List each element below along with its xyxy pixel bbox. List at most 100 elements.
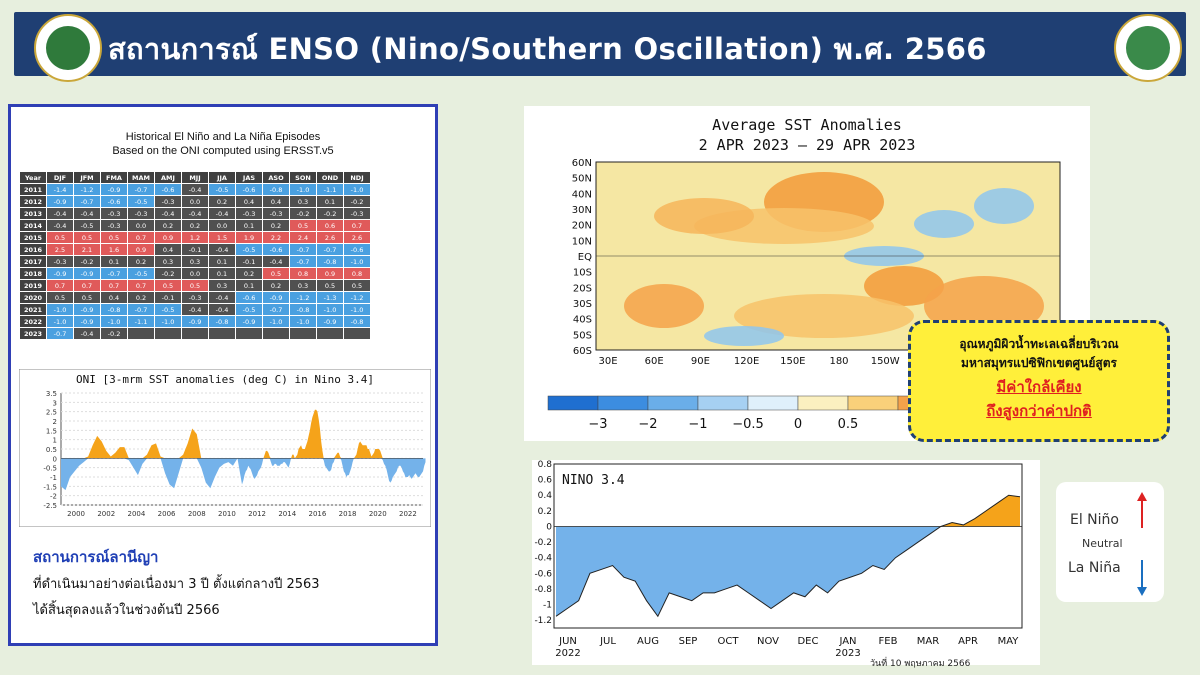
oni-value-cell: 0.0: [208, 219, 236, 232]
nino34-x-tick: APR: [958, 636, 978, 647]
oni-value-cell: -0.8: [208, 315, 236, 328]
oni-y-tick: 3.5: [46, 390, 57, 398]
sst-colorbar-label: −1: [688, 417, 707, 432]
oni-y-tick: 1.5: [46, 427, 57, 435]
oni-value-cell: -0.4: [208, 303, 236, 316]
sst-lat-label: 30S: [573, 299, 592, 310]
oni-warm-area: [61, 409, 426, 459]
oni-value-cell: -0.9: [73, 315, 101, 328]
oni-value-cell: -1.0: [343, 303, 371, 316]
sst-lat-label: 50S: [573, 330, 592, 341]
oni-value-cell: 0.5: [262, 267, 290, 280]
oni-col-header: JFM: [73, 171, 101, 184]
left-panel: Historical El Niño and La Niña Episodes …: [8, 104, 438, 646]
sst-colorbar-swatch: [797, 395, 849, 411]
oni-value-cell: 1.6: [100, 243, 128, 256]
oni-value-cell: 0.6: [316, 219, 344, 232]
oni-value-cell: -0.3: [100, 219, 128, 232]
oni-value-cell: 0.7: [127, 231, 155, 244]
nino34-x-tick: AUG: [637, 636, 659, 647]
oni-value-cell: -0.2: [343, 195, 371, 208]
oni-value-cell: [262, 327, 290, 340]
oni-value-cell: -0.8: [100, 303, 128, 316]
oni-value-cell: 0.1: [316, 195, 344, 208]
oni-value-cell: 0.5: [73, 291, 101, 304]
oni-col-header: SON: [289, 171, 317, 184]
oni-value-cell: -0.4: [262, 255, 290, 268]
oni-header-row: Year DJF JFM FMA MAM AMJ MJJ JJA JAS ASO SON OND NDJ: [19, 171, 371, 184]
sst-lat-label: 20N: [572, 221, 592, 232]
oni-year-cell: 2019: [19, 279, 47, 292]
legend-la-nina: La Niña: [1068, 560, 1121, 576]
oni-x-tick: 2008: [188, 510, 206, 518]
oni-value-cell: -1.0: [316, 303, 344, 316]
sst-lon-label: 30E: [598, 356, 617, 367]
oni-value-cell: -0.5: [208, 183, 236, 196]
oni-value-cell: -1.2: [73, 183, 101, 196]
oni-value-cell: -0.7: [127, 183, 155, 196]
table-row: 2013 -0.4 -0.4 -0.3 -0.3 -0.4 -0.4 -0.4 -0.3 -0.3…: [19, 207, 371, 220]
nino34-y-tick: 0.2: [538, 507, 552, 517]
oni-value-cell: 2.6: [343, 231, 371, 244]
table-row: 2011 -1.4 -1.2 -0.9 -0.7 -0.6 -0.4 -0.5 -0.6 -0.8…: [19, 183, 371, 196]
oni-x-tick: 2004: [128, 510, 146, 518]
oni-value-cell: -0.4: [208, 291, 236, 304]
nino34-warm-area: [556, 495, 1020, 527]
nino34-x-tick: JUN: [558, 636, 577, 647]
ministry-emblem-icon: [1126, 26, 1170, 70]
oni-value-cell: -1.2: [343, 291, 371, 304]
oni-value-cell: -0.9: [181, 315, 209, 328]
tmd-emblem-icon: [46, 26, 90, 70]
oni-year-cell: 2020: [19, 291, 47, 304]
oni-value-cell: 0.3: [289, 279, 317, 292]
oni-col-header: FMA: [100, 171, 128, 184]
oni-value-cell: -0.2: [154, 267, 182, 280]
oni-col-header: NDJ: [343, 171, 371, 184]
table-row: 2022 -1.0 -0.9 -1.0 -1.1 -1.0 -0.9 -0.8 -0.9 -1.0…: [19, 315, 371, 328]
oni-value-cell: -1.0: [154, 315, 182, 328]
title-band: [14, 12, 1186, 76]
oni-year-cell: 2023: [19, 327, 47, 340]
oni-value-cell: -1.0: [100, 315, 128, 328]
oni-y-tick: 0.5: [46, 446, 57, 454]
oni-value-cell: -0.3: [100, 207, 128, 220]
oni-y-tick: -2: [50, 493, 57, 501]
sst-colorbar-swatch: [597, 395, 649, 411]
oni-value-cell: 0.0: [181, 267, 209, 280]
oni-value-cell: 0.1: [235, 219, 263, 232]
oni-value-cell: 0.3: [181, 255, 209, 268]
oni-x-tick: 2022: [399, 510, 417, 518]
nino34-x-tick: NOV: [757, 636, 779, 647]
sst-lat-label: 50N: [572, 174, 592, 185]
oni-value-cell: -1.1: [127, 315, 155, 328]
oni-value-cell: -1.0: [289, 315, 317, 328]
sst-lat-label: EQ: [578, 252, 592, 263]
nino34-y-tick: 0.4: [538, 491, 553, 501]
nino34-x-tick: FEB: [879, 636, 898, 647]
oni-value-cell: -0.7: [73, 195, 101, 208]
nino34-x-tick: JUL: [599, 636, 616, 647]
oni-value-cell: -0.3: [127, 207, 155, 220]
oni-value-cell: 0.5: [181, 279, 209, 292]
sst-anomaly-blob: [734, 294, 914, 338]
oni-value-cell: -0.1: [235, 255, 263, 268]
oni-value-cell: -0.9: [46, 195, 74, 208]
oni-value-cell: [181, 327, 209, 340]
nino34-label: NINO 3.4: [562, 473, 625, 488]
oni-value-cell: 0.1: [100, 255, 128, 268]
callout-line-1: อุณหภูมิผิวน้ำทะเลเฉลี่ยบริเวณ: [959, 337, 1119, 351]
oni-x-tick: 2012: [248, 510, 266, 518]
sst-colorbar-swatch: [847, 395, 899, 411]
oni-y-tick: 2: [53, 418, 57, 426]
sst-callout: อุณหภูมิผิวน้ำทะเลเฉลี่ยบริเวณ มหาสมุทรแ…: [908, 320, 1170, 442]
oni-value-cell: -0.4: [73, 327, 101, 340]
oni-chart-title: ONI [3-mrm SST anomalies (deg C) in Nino…: [76, 373, 374, 386]
nino34-x-tick: MAR: [917, 636, 939, 647]
legend-neutral: Neutral: [1082, 537, 1123, 550]
oni-value-cell: 0.5: [100, 231, 128, 244]
la-nina-line-2: ได้สิ้นสุดลงแล้วในช่วงต้นปี 2566: [33, 603, 220, 618]
oni-y-tick: -1.5: [43, 483, 57, 491]
oni-value-cell: 1.9: [235, 231, 263, 244]
oni-year-cell: 2012: [19, 195, 47, 208]
sst-anomaly-blob: [704, 326, 784, 346]
